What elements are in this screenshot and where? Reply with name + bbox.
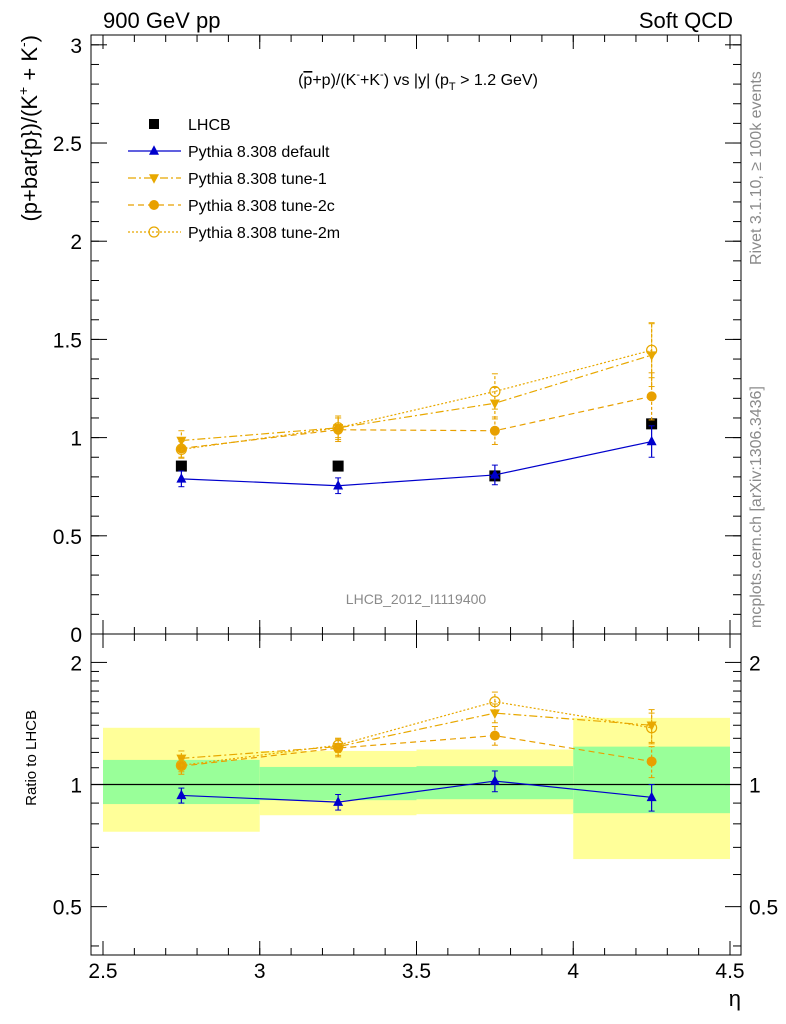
point-default [646, 435, 657, 446]
header-collision-label: 900 GeV pp [103, 8, 220, 33]
y-tick-label: 1 [70, 428, 82, 451]
axes: 2.5 3 3.5 4 4.5 0 0.5 1 1.5 2 2.5 3 0.5 0.5 1 1 2 2 [53, 34, 778, 983]
point-tune2m [332, 422, 344, 434]
ratio-point-tune2m [489, 696, 501, 708]
x-tick-label: 3 [254, 960, 266, 983]
ratio-line-default [181, 780, 652, 803]
series-line-tune2c [181, 395, 652, 450]
y-tick-label: 2.5 [53, 133, 82, 156]
point-default [176, 473, 187, 483]
series-line-tune2m [181, 349, 652, 450]
ratio-point-tune2c [489, 730, 500, 741]
ratio-point-default [646, 791, 657, 802]
x-tick-label: 3.5 [402, 960, 431, 983]
ratio-y-tick-label: 1 [70, 775, 82, 798]
ratio-point-tune2c [646, 756, 657, 767]
legend-marker-tune1 [149, 174, 159, 184]
x-tick-label: 4 [567, 960, 579, 983]
point-tune2m [489, 385, 501, 398]
header-category-label: Soft QCD [639, 8, 733, 33]
ratio-series [175, 691, 658, 812]
y-tick-label: 0 [70, 624, 82, 647]
ratio-y-tick-label-right: 0.5 [749, 897, 778, 920]
legend-marker-tune2m [148, 226, 160, 238]
legend: LHCB Pythia 8.308 default Pythia 8.308 tun… [128, 117, 340, 242]
series-line-default [181, 440, 652, 487]
legend-marker-default [149, 145, 159, 155]
point-data [332, 460, 344, 472]
point-default [333, 479, 344, 490]
main-series [175, 322, 658, 495]
ratio-uncertainty-bands [91, 717, 741, 860]
point-tune1 [489, 399, 500, 409]
point-tune2c [176, 443, 187, 454]
point-data [646, 418, 658, 430]
point-data [175, 460, 187, 472]
legend-label-default: Pythia 8.308 default [188, 144, 330, 161]
source-label: mcplots.cern.ch [arXiv:1306.3436] [748, 386, 765, 628]
ratio-point-default [176, 789, 187, 800]
legend-label-tune2c: Pythia 8.308 tune-2c [188, 198, 335, 215]
analysis-watermark: LHCB_2012_I1119400 [346, 591, 487, 607]
legend-label-tune2m: Pythia 8.308 tune-2m [188, 225, 340, 242]
ratio-y-tick-label-right: 2 [749, 652, 761, 675]
ratio-y-axis-title: Ratio to LHCB [23, 710, 40, 806]
x-axis-title: η [729, 986, 741, 1011]
point-tune2c [646, 391, 657, 402]
ratio-line-tune2m [181, 701, 652, 766]
ratio-point-default [489, 775, 500, 785]
ratio-point-tune2m [332, 739, 344, 751]
ratio-line-tune1 [181, 712, 652, 759]
plot-title: (p+p)/(K-+K-) vs |y| (pT > 1.2 GeV) [298, 69, 538, 93]
ratio-y-tick-label: 0.5 [53, 897, 82, 920]
ratio-point-tune2m [646, 722, 658, 734]
y-tick-label: 1.5 [53, 329, 82, 352]
main-y-axis-title: (p+bar{p})/(K+ + K-) [15, 35, 42, 222]
y-tick-label: 2 [70, 231, 82, 254]
point-default [489, 469, 500, 479]
ratio-point-default [333, 796, 344, 806]
y-tick-label: 3 [70, 35, 82, 58]
ratio-point-tune2m [175, 759, 187, 771]
plot-title-pbar: p [303, 72, 312, 89]
series-line-tune1 [181, 354, 652, 442]
point-tune2c [489, 425, 500, 436]
y-tick-label: 0.5 [53, 526, 82, 549]
x-tick-label: 2.5 [88, 960, 117, 983]
ratio-line-tune2c [181, 735, 652, 767]
legend-marker-data [149, 119, 159, 129]
legend-label-tune1: Pythia 8.308 tune-1 [188, 171, 327, 188]
legend-label-data: LHCB [188, 117, 231, 134]
x-tick-label: 4.5 [715, 960, 744, 983]
rivet-version-label: Rivet 3.1.10, ≥ 100k events [748, 71, 765, 265]
ratio-point-tune2c [333, 743, 344, 754]
point-tune2m [175, 443, 187, 455]
legend-marker-tune2c [149, 200, 159, 210]
point-tune2m [646, 344, 658, 356]
ratio-y-tick-label-right: 1 [749, 775, 761, 798]
ratio-y-tick-label: 2 [70, 652, 82, 675]
